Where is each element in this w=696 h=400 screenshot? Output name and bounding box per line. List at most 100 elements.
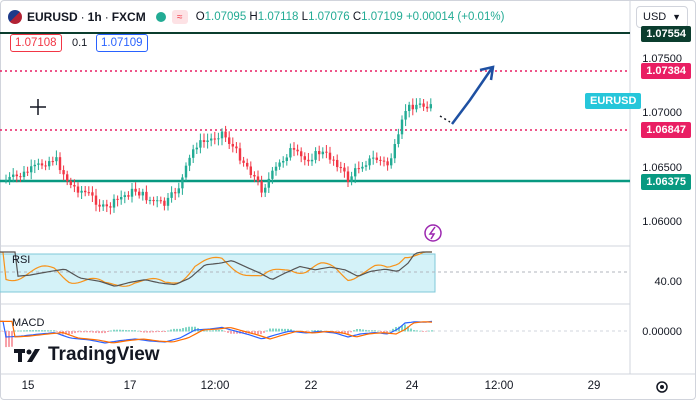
candle-body [246,162,249,167]
macd-histogram-bar [155,331,157,333]
macd-histogram-bar [83,331,85,333]
macd-histogram-bar [419,330,421,332]
arrow-head-icon [479,65,495,81]
candle-body [310,159,314,162]
macd-histogram-bar [203,330,205,332]
candle-body [364,165,368,167]
macd-histogram-bar [137,330,139,332]
macd-histogram-bar [77,331,79,333]
candle-body [318,151,321,155]
macd-histogram-bar [410,328,412,332]
candle-body [80,190,83,193]
candle-body [51,161,54,163]
macd-histogram-bar [185,327,187,332]
candle-body [112,198,116,208]
tv-logo-icon [14,349,40,362]
candle-body [386,161,389,166]
candle-body [411,104,414,110]
sell-button[interactable]: 1.07108 [10,34,62,52]
buy-button[interactable]: 1.07109 [96,34,148,52]
candle-body [249,166,252,176]
candle-body [76,186,80,193]
macd-histogram-bar [224,331,226,332]
candle-body [382,160,386,162]
time-label-1: 17 [123,380,137,392]
candle-body [84,190,87,193]
macd-histogram-bar [86,331,88,333]
macd-histogram-bar [401,325,403,332]
macd-histogram-bar [260,331,262,335]
event-icon [424,224,442,242]
macd-histogram-bar [65,331,67,335]
candle-body [138,191,141,196]
macd-histogram-bar [314,330,316,332]
candle-body [278,162,281,167]
candle-body [292,148,296,150]
macd-histogram-bar [125,330,127,332]
candle-body [332,159,335,161]
candle-body [350,176,353,182]
candle-body [98,204,101,207]
exchange: FXCM [111,10,146,24]
macd-histogram-bar [386,331,388,333]
candle-body [361,166,364,169]
candle-body [314,151,317,160]
resistance-upper-label: 1.07384 [641,63,691,79]
macd-histogram-bar [188,326,190,332]
interval[interactable]: 1h [87,10,102,24]
macd-histogram-bar [257,331,259,335]
rsi-label: RSI [12,254,31,266]
macd-histogram-bar [11,331,13,347]
rsi-group [0,251,432,287]
candle-body [192,149,195,158]
candle-body [408,104,411,112]
macd-histogram-bar [251,331,253,334]
macd-histogram-bar [170,329,172,332]
symbol-name[interactable]: EURUSD [27,10,78,24]
market-open-icon[interactable] [155,12,166,22]
macd-histogram-bar [344,331,346,334]
candle-body [343,167,346,172]
top-level-price-label: 1.07554 [641,26,691,42]
macd-histogram-bar [101,331,103,334]
candle-body [336,159,339,168]
candle-body [368,158,371,166]
macd-tick: 0.00000 [642,326,682,338]
candle-body [62,170,65,175]
macd-histogram-bar [29,330,31,332]
macd-histogram-bar [404,324,406,332]
macd-histogram-bar [218,329,220,332]
macd-histogram-bar [80,331,82,333]
candle-body [22,171,26,178]
macd-histogram-bar [8,331,10,347]
macd-group [0,320,433,348]
tradingview-logo[interactable]: TradingView [14,344,160,366]
wave-icon[interactable]: ≈ [171,10,188,24]
macd-histogram-bar [158,331,160,333]
macd-histogram-bar [227,331,229,333]
candle-body [213,138,216,140]
macd-histogram-bar [209,330,211,332]
candle-body [55,157,58,162]
macd-histogram-bar [233,331,235,334]
macd-histogram-bar [32,330,34,332]
macd-histogram-bar [14,330,16,332]
candle-body [260,181,263,193]
macd-histogram-bar [152,331,154,333]
macd-histogram-bar [284,328,286,332]
candle-body [184,165,188,178]
symbol-price-tag: EURUSD [585,93,642,109]
candle-body [426,106,429,109]
macd-histogram-bar [143,331,145,333]
macd-histogram-bar [167,330,169,332]
price-tick-3: 1.06500 [642,162,682,174]
macd-histogram-bar [131,330,133,332]
candle-body [91,192,94,196]
macd-histogram-bar [116,329,118,332]
candle-body [105,204,108,207]
candle-body [235,146,238,149]
candle-body [274,166,278,171]
candle-body [231,143,234,147]
candle-body [130,188,134,197]
